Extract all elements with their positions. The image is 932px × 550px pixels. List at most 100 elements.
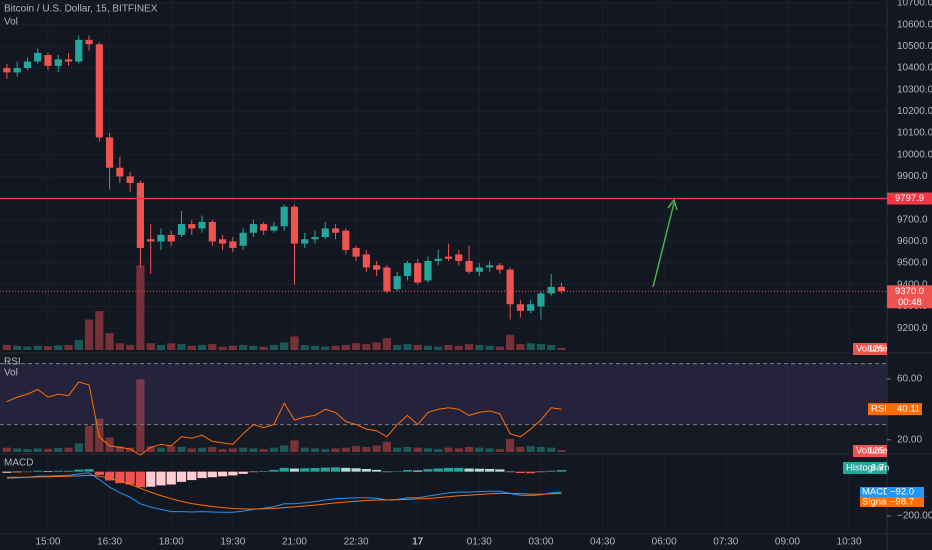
candle-body bbox=[208, 221, 216, 242]
volume-bar bbox=[403, 344, 412, 350]
histogram-bar bbox=[310, 468, 320, 472]
candle-body bbox=[167, 234, 175, 242]
volume-bar bbox=[485, 448, 494, 452]
volume-bar bbox=[2, 344, 12, 350]
candle-body bbox=[342, 230, 350, 251]
volume-bar bbox=[434, 449, 443, 452]
volume-bar bbox=[280, 342, 289, 350]
histogram-bar bbox=[413, 470, 423, 472]
candle-body bbox=[321, 228, 329, 238]
volume-bar bbox=[464, 344, 474, 350]
histogram-bar bbox=[351, 468, 361, 472]
volume-bar bbox=[95, 311, 104, 350]
candle-body bbox=[239, 232, 247, 246]
candle-body bbox=[301, 239, 309, 244]
volume-bar bbox=[382, 338, 391, 350]
volume-bar bbox=[126, 447, 135, 452]
candle-body bbox=[557, 286, 566, 292]
rsi-tag bbox=[887, 403, 922, 416]
histogram-bar bbox=[546, 470, 556, 472]
volume-bar bbox=[341, 447, 350, 452]
candle-body bbox=[85, 39, 93, 45]
macd-tag bbox=[860, 497, 887, 507]
y-tick-label: 10400.0 bbox=[897, 63, 932, 74]
histogram-bar bbox=[454, 467, 464, 472]
candle-body bbox=[116, 167, 124, 177]
histogram-bar bbox=[392, 471, 402, 472]
histogram-bar bbox=[515, 471, 526, 473]
candle-body bbox=[373, 265, 381, 270]
volume-bar bbox=[23, 346, 32, 350]
x-tick-label: 21:00 bbox=[282, 537, 307, 548]
x-tick-label: 01:30 bbox=[467, 537, 492, 548]
histogram-bar bbox=[536, 471, 546, 473]
volume-bar bbox=[434, 346, 443, 350]
candle-body bbox=[496, 265, 504, 270]
volume-bar bbox=[444, 447, 453, 452]
price-tag-label: 9797.9 bbox=[895, 193, 924, 204]
volume-bar bbox=[393, 344, 402, 350]
rsi-pane bbox=[0, 356, 887, 452]
y-tick-label: 10600.0 bbox=[897, 19, 932, 30]
histogram-bar bbox=[300, 468, 310, 472]
volume-bar bbox=[146, 446, 155, 452]
volume-bar bbox=[177, 344, 186, 350]
volume-bar bbox=[13, 345, 22, 350]
candle-body bbox=[157, 234, 165, 242]
candle-body bbox=[3, 68, 11, 73]
histogram-bar bbox=[53, 470, 63, 472]
histogram-bar bbox=[556, 470, 567, 472]
histogram-bar bbox=[495, 469, 505, 472]
candle-body bbox=[44, 55, 52, 66]
histogram-bar bbox=[423, 469, 433, 472]
macd-tag bbox=[887, 487, 924, 497]
volume-bar bbox=[506, 334, 515, 350]
x-tick-label: 04:30 bbox=[590, 537, 615, 548]
candle-body bbox=[434, 258, 442, 261]
x-tick-label: 10:30 bbox=[837, 537, 862, 548]
y-tick-label: 10000.0 bbox=[897, 149, 932, 160]
histogram-bar bbox=[197, 471, 207, 479]
volume-tag-value: 125 bbox=[868, 344, 884, 355]
candle-body bbox=[352, 247, 360, 257]
x-tick-label: 06:00 bbox=[652, 537, 677, 548]
volume-bar bbox=[208, 446, 217, 452]
volume-bar bbox=[74, 443, 83, 452]
histogram-bar bbox=[330, 467, 341, 472]
arrow-head bbox=[667, 198, 678, 211]
volume-bar bbox=[177, 446, 186, 452]
macd-tag bbox=[887, 497, 924, 507]
volume-tag bbox=[853, 445, 887, 457]
candle-body bbox=[229, 241, 237, 248]
histogram-bar bbox=[259, 470, 269, 472]
histogram-bar bbox=[33, 470, 43, 472]
candle-body bbox=[270, 226, 278, 231]
volume-bar bbox=[187, 448, 196, 452]
arrow-annotation bbox=[652, 202, 675, 288]
volume-tag-name: Volume bbox=[856, 446, 888, 457]
histogram-bar bbox=[341, 467, 351, 472]
volume-bar bbox=[413, 447, 422, 452]
histogram-bar bbox=[74, 469, 84, 472]
volume-bar bbox=[269, 344, 279, 350]
volume-tag-value: 125 bbox=[868, 446, 884, 457]
rsi-tick-label: 60.00 bbox=[897, 373, 922, 384]
rsi-title: RSI bbox=[4, 357, 21, 368]
histogram-bar bbox=[217, 471, 228, 477]
histogram-bar bbox=[187, 471, 197, 481]
histogram-bar bbox=[505, 471, 515, 473]
volume-bar bbox=[74, 339, 83, 350]
volume-bar bbox=[115, 343, 124, 350]
candle-body bbox=[311, 237, 319, 240]
histogram-bar bbox=[166, 471, 176, 485]
y-tick-label: 9200.0 bbox=[897, 323, 928, 334]
candle-body bbox=[527, 304, 535, 311]
candle-body bbox=[455, 254, 463, 261]
countdown: 00:48 bbox=[898, 297, 922, 308]
volume-bar bbox=[156, 344, 166, 350]
volume-bar bbox=[341, 344, 350, 350]
price-tag bbox=[887, 192, 932, 205]
volume-bar bbox=[495, 346, 504, 350]
chart-title: Bitcoin / U.S. Dollar, 15, BITFINEX bbox=[4, 4, 158, 15]
